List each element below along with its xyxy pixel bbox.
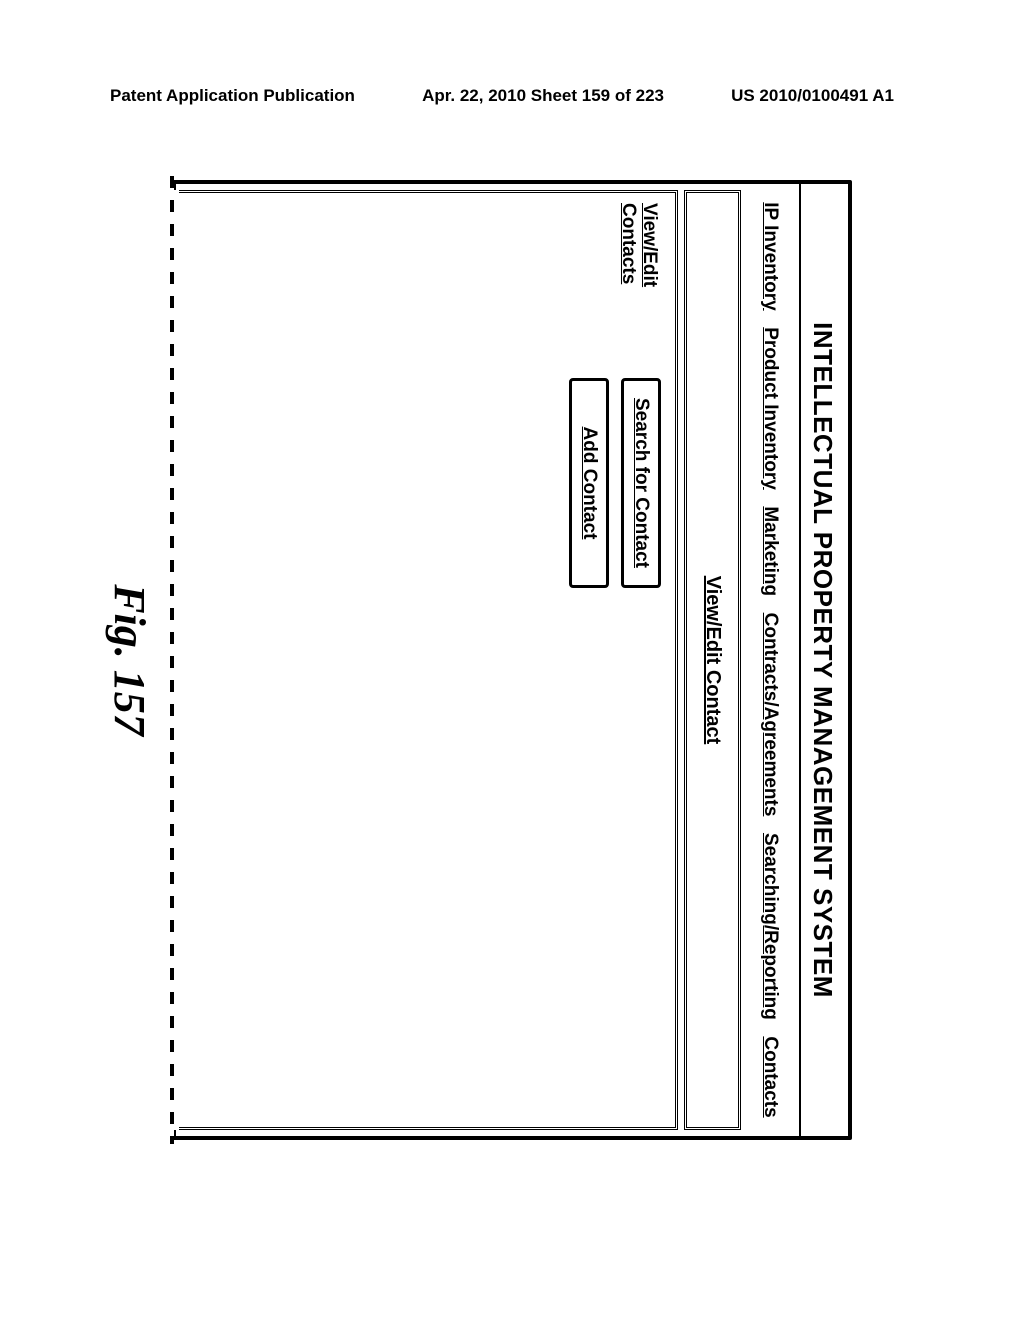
header-left: Patent Application Publication bbox=[110, 86, 355, 106]
nav-marketing[interactable]: Marketing bbox=[759, 506, 781, 596]
title-divider bbox=[799, 184, 801, 1136]
section-subheader-row: View/Edit Contact bbox=[684, 190, 741, 1130]
app-title: INTELLECTUAL PROPERTY MANAGEMENT SYSTEM bbox=[808, 322, 838, 998]
figure-caption: Fig. 157 bbox=[104, 584, 155, 736]
header-center: Apr. 22, 2010 Sheet 159 of 223 bbox=[422, 86, 664, 106]
patent-page-header: Patent Application Publication Apr. 22, … bbox=[0, 86, 1024, 106]
app-window-frame: INTELLECTUAL PROPERTY MANAGEMENT SYSTEM … bbox=[172, 180, 852, 1140]
rotated-figure-area: INTELLECTUAL PROPERTY MANAGEMENT SYSTEM … bbox=[172, 180, 852, 1140]
content-panel: View/Edit Contacts Search for Contact Ad… bbox=[176, 190, 678, 1130]
nav-searching-reporting[interactable]: Searching/Reporting bbox=[759, 833, 781, 1020]
header-right: US 2010/0100491 A1 bbox=[731, 86, 894, 106]
nav-contracts-agreements[interactable]: Contracts/Agreements bbox=[759, 613, 781, 817]
content-actions: Search for Contact Add Contact bbox=[176, 368, 675, 1127]
nav-ip-inventory[interactable]: IP Inventory bbox=[759, 202, 781, 310]
nav-contacts[interactable]: Contacts bbox=[759, 1036, 781, 1117]
search-for-contact-button[interactable]: Search for Contact bbox=[621, 378, 661, 588]
frame-bottom-dashed-edge bbox=[170, 176, 174, 1144]
sidebar-label-view-edit-contacts[interactable]: View/Edit Contacts bbox=[617, 203, 659, 358]
add-contact-button[interactable]: Add Contact bbox=[569, 378, 609, 588]
section-subheader: View/Edit Contact bbox=[702, 576, 724, 745]
app-title-bar: INTELLECTUAL PROPERTY MANAGEMENT SYSTEM bbox=[801, 184, 848, 1136]
nav-product-inventory[interactable]: Product Inventory bbox=[759, 327, 781, 490]
main-nav: IP Inventory Product Inventory Marketing… bbox=[741, 184, 799, 1136]
sidebar: View/Edit Contacts bbox=[176, 193, 675, 368]
